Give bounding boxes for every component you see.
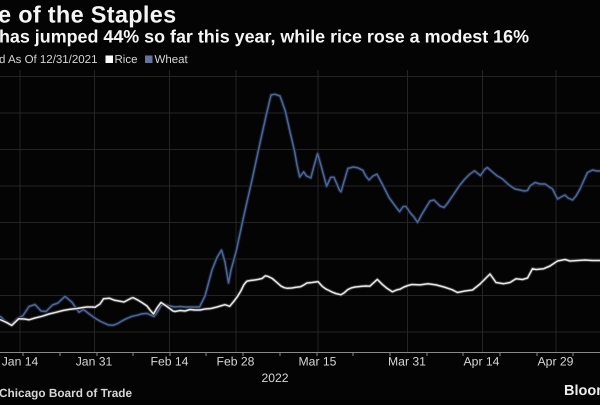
svg-text:e of the Staples: e of the Staples [0, 2, 176, 28]
svg-text:Mar 31: Mar 31 [388, 355, 426, 369]
svg-text:Feb 14: Feb 14 [151, 355, 189, 369]
svg-text:Rice: Rice [115, 54, 138, 66]
svg-text:Jan 31: Jan 31 [76, 355, 113, 369]
svg-text:Wheat: Wheat [155, 54, 189, 66]
svg-text:Bloomberg: Bloomberg [564, 383, 600, 399]
svg-text:Apr 14: Apr 14 [464, 355, 500, 369]
svg-text:has jumped 44% so far this yea: has jumped 44% so far this year, while r… [0, 27, 529, 47]
svg-text:2022: 2022 [261, 371, 288, 385]
svg-text:Chicago Board of Trade: Chicago Board of Trade [0, 386, 132, 400]
svg-text:d As Of 12/31/2021: d As Of 12/31/2021 [0, 54, 97, 66]
svg-text:Apr 29: Apr 29 [538, 355, 574, 369]
svg-text:Mar 15: Mar 15 [299, 355, 337, 369]
svg-text:Jan 14: Jan 14 [2, 355, 39, 369]
svg-text:Feb 28: Feb 28 [217, 355, 255, 369]
